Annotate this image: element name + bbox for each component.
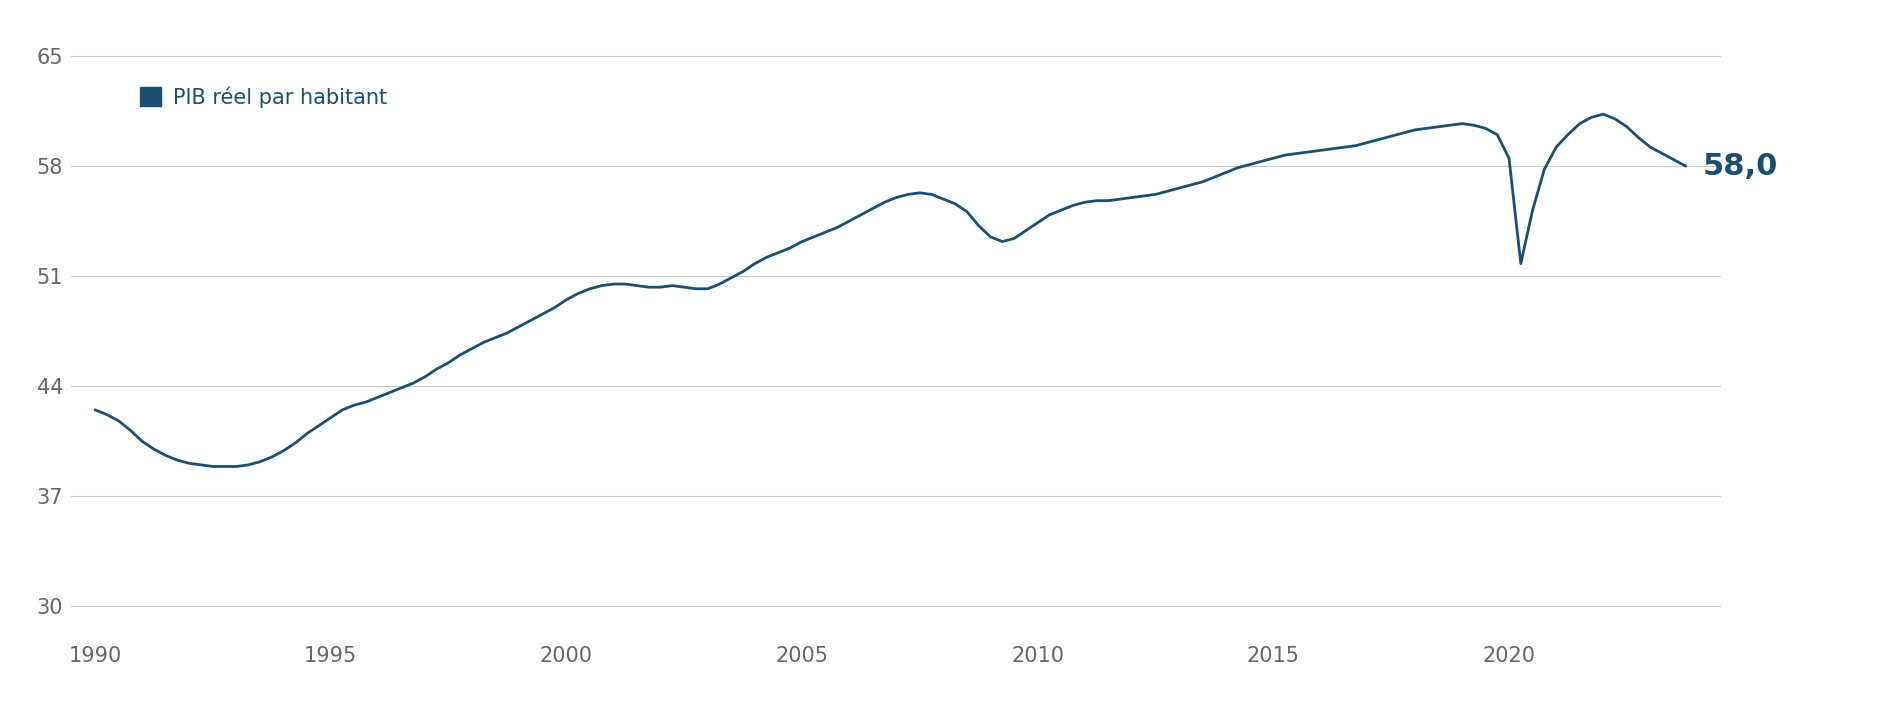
Legend: PIB réel par habitant: PIB réel par habitant — [132, 78, 395, 116]
Text: 58,0: 58,0 — [1701, 151, 1777, 181]
